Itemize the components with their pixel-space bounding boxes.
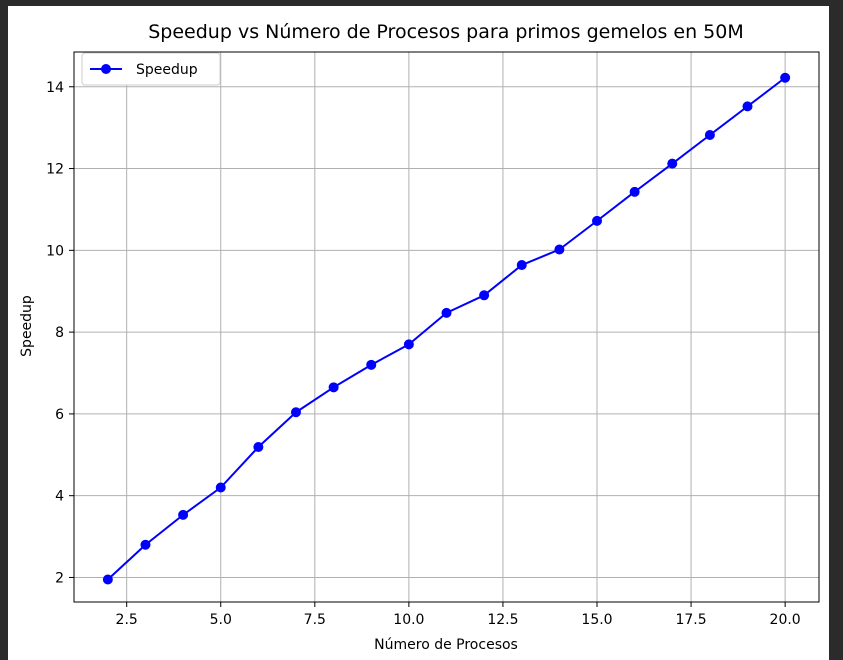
- x-tick-label: 20.0: [770, 612, 801, 628]
- y-tick-label: 14: [46, 80, 64, 96]
- legend: Speedup: [81, 52, 221, 86]
- data-point: [290, 407, 301, 418]
- data-point: [667, 158, 678, 169]
- data-point: [215, 482, 226, 493]
- x-tick-label: 15.0: [581, 612, 612, 628]
- y-axis-label: Speedup: [19, 295, 35, 357]
- y-tick-label: 2: [55, 570, 64, 586]
- data-point: [328, 382, 339, 393]
- legend-box: [81, 52, 221, 86]
- figure-background: [8, 6, 829, 660]
- x-tick-label: 17.5: [675, 612, 706, 628]
- axes-frame: [73, 51, 820, 603]
- y-tick-label: 6: [55, 407, 64, 423]
- data-point: [479, 290, 490, 301]
- x-axis-label: Número de Procesos: [374, 637, 518, 653]
- x-tick-label: 2.5: [116, 612, 138, 628]
- tick-layer: 2.5 5.0 7.5 10.0 12.5 15.0 17.5 20.0 2 4 6 8 10 12 14: [46, 80, 801, 628]
- chart-title: Speedup vs Número de Procesos para primo…: [148, 21, 743, 43]
- data-point: [178, 509, 189, 520]
- y-tick-label: 4: [55, 489, 64, 505]
- y-tick-label: 10: [46, 243, 64, 259]
- data-point: [441, 307, 452, 318]
- data-point: [140, 539, 151, 550]
- data-point: [742, 101, 753, 112]
- x-tick-label: 12.5: [487, 612, 518, 628]
- y-tick-label: 12: [46, 162, 64, 178]
- data-point: [366, 359, 377, 370]
- x-tick-label: 10.0: [393, 612, 424, 628]
- data-point: [554, 244, 565, 255]
- series-layer: [102, 72, 791, 585]
- data-point: [403, 339, 414, 350]
- x-tick-label: 5.0: [210, 612, 232, 628]
- data-point: [253, 442, 264, 453]
- data-point: [102, 574, 113, 585]
- grid-lines: [74, 52, 819, 602]
- y-tick-label: 8: [55, 325, 64, 341]
- legend-label-speedup: Speedup: [136, 62, 198, 78]
- data-point: [516, 260, 527, 271]
- legend-marker: [101, 64, 111, 74]
- x-tick-label: 7.5: [304, 612, 326, 628]
- data-point: [780, 72, 791, 83]
- data-point: [629, 186, 640, 197]
- data-point: [592, 215, 603, 226]
- data-point: [704, 130, 715, 141]
